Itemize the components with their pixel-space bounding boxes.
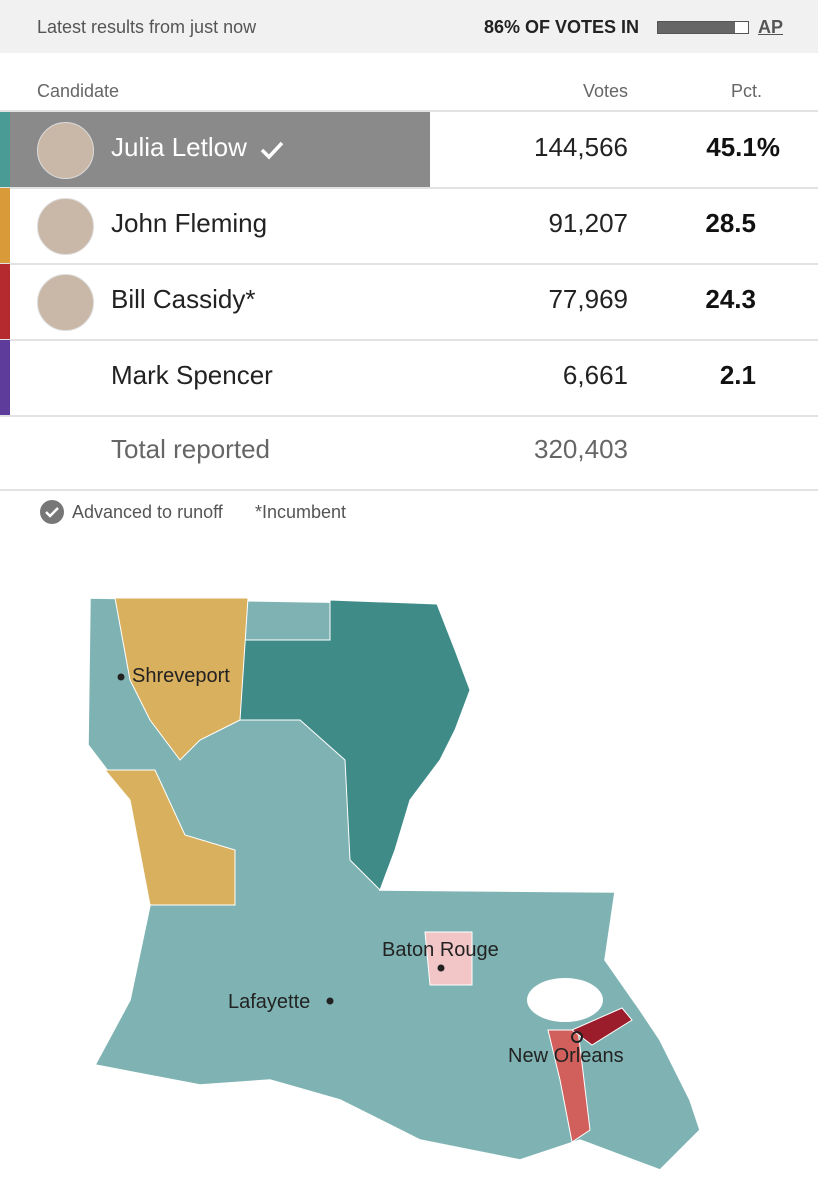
column-header: Votes	[582, 81, 628, 101]
candidate-votes: 144,566	[534, 132, 628, 162]
candidate-row: Julia Letlow 144,566 45.1%	[0, 112, 818, 189]
progress-fill	[658, 22, 736, 33]
candidate-pct: 28.5	[705, 208, 756, 238]
total-row: Total reported 320,403	[0, 414, 818, 491]
region-cassidy-strong	[571, 1007, 633, 1046]
city-dot	[326, 997, 334, 1005]
party-strip	[0, 264, 10, 339]
candidate-name: John Fleming	[111, 208, 268, 238]
status-text: Latest results from just now	[37, 17, 257, 37]
party-strip	[0, 188, 10, 263]
candidate-votes: 6,661	[562, 360, 628, 390]
map: Shreveport Baton Rouge Lafayette New Orl…	[87, 597, 701, 1171]
city-dot	[571, 1031, 583, 1043]
candidate-votes: 91,207	[548, 208, 628, 238]
region-letlow	[239, 599, 471, 891]
candidate-name: Bill Cassidy*	[111, 284, 256, 314]
source-link[interactable]: AP	[758, 17, 784, 37]
candidate-photo	[37, 274, 94, 331]
city-label: Baton Rouge	[382, 939, 499, 961]
candidate-pct: 45.1%	[706, 132, 780, 162]
table-header: Candidate Votes Pct.	[0, 53, 818, 112]
region-fleming	[103, 769, 236, 906]
column-header: Pct.	[730, 81, 762, 101]
check-icon	[40, 500, 64, 524]
city-label: Shreveport	[132, 665, 230, 687]
total-votes: 320,403	[534, 434, 628, 464]
candidate-pct: 2.1	[719, 360, 756, 390]
candidate-row: Bill Cassidy* 77,969 24.3	[0, 264, 818, 341]
votes-in-label: 86% OF VOTES IN	[484, 17, 640, 37]
city-label: New Orleans	[508, 1045, 624, 1067]
runoff-check	[260, 141, 284, 160]
legend-incumbent: *Incumbent	[255, 502, 347, 522]
column-header: Candidate	[37, 81, 120, 101]
city-label: Lafayette	[228, 991, 310, 1013]
party-strip	[0, 340, 10, 415]
candidate-row: Mark Spencer 6,661 2.1	[0, 340, 818, 417]
lake	[527, 978, 603, 1022]
region-fleming	[114, 597, 249, 761]
candidate-name: Julia Letlow	[111, 132, 247, 162]
legend-runoff: Advanced to runoff	[72, 502, 223, 522]
candidate-photo	[37, 122, 94, 179]
candidate-votes: 77,969	[548, 284, 628, 314]
candidate-photo	[37, 198, 94, 255]
city-dot	[117, 673, 125, 681]
status-bar: Latest results from just now 86% OF VOTE…	[0, 0, 818, 53]
progress-bar	[657, 21, 749, 34]
city-dot	[437, 964, 445, 972]
party-strip	[0, 112, 10, 187]
candidate-row: John Fleming 91,207 28.5	[0, 188, 818, 265]
region-baton-rouge	[424, 931, 473, 986]
total-label: Total reported	[111, 434, 270, 464]
candidate-pct: 24.3	[705, 284, 756, 314]
candidate-name: Mark Spencer	[111, 360, 273, 390]
